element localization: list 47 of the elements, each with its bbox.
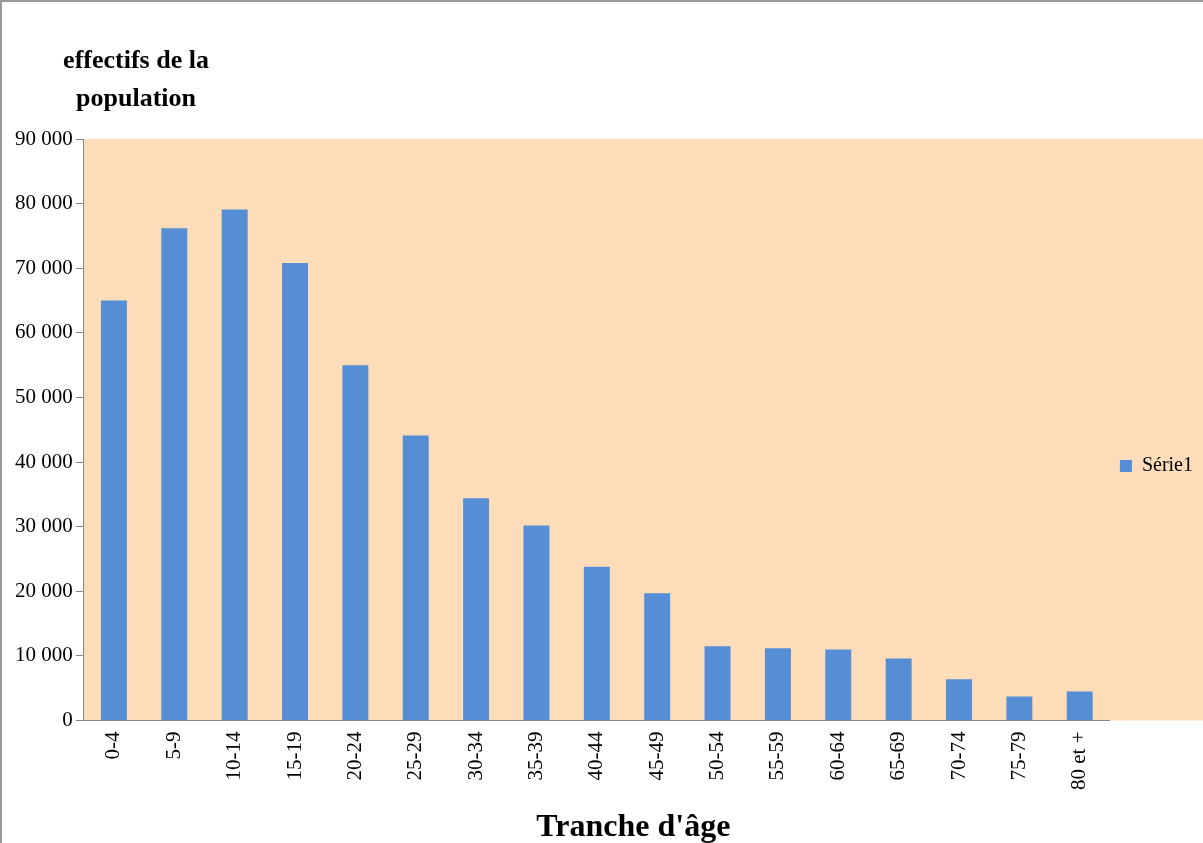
legend-label: Série1 — [1141, 453, 1193, 476]
x-tick-label: 35-39 — [522, 731, 547, 781]
x-tick-label: 50-54 — [704, 731, 729, 781]
bar — [523, 525, 550, 720]
y-tick-label: 60 000 — [15, 319, 73, 344]
x-tick-label: 80 et + — [1066, 731, 1091, 790]
x-tick-label: 45-49 — [643, 731, 668, 781]
x-tick-label: 65-69 — [885, 731, 910, 781]
bar — [282, 263, 308, 720]
x-tick-label: 25-29 — [402, 731, 427, 781]
bar — [221, 209, 248, 720]
x-tick-label: 0-4 — [100, 731, 125, 760]
y-tick-label: 0 — [62, 707, 73, 732]
x-tick-label: 55-59 — [764, 731, 789, 781]
bar — [100, 300, 127, 720]
y-tick-label: 80 000 — [15, 190, 73, 215]
x-tick-label: 5-9 — [160, 731, 185, 760]
bar — [885, 658, 912, 720]
bar — [402, 435, 429, 720]
bar — [825, 649, 852, 720]
bar — [764, 648, 791, 720]
x-tick-label: 10-14 — [221, 731, 246, 781]
y-tick-label: 70 000 — [15, 254, 73, 279]
bar — [161, 228, 188, 720]
bar — [644, 593, 671, 720]
x-tick-label: 75-79 — [1005, 731, 1030, 781]
bar — [583, 566, 610, 720]
y-tick-label: 30 000 — [15, 513, 73, 538]
x-tick-label: 40-44 — [583, 731, 608, 781]
y-tick-label: 40 000 — [15, 448, 73, 473]
y-axis-title: effectifs de la population — [63, 45, 209, 112]
x-tick-label: 15-19 — [281, 731, 306, 781]
bar — [1006, 696, 1033, 720]
x-tick-label: 20-24 — [341, 731, 366, 781]
bar — [946, 679, 972, 720]
bar — [704, 646, 731, 720]
y-tick-label: 20 000 — [15, 577, 73, 602]
x-tick-label: 70-74 — [945, 731, 970, 781]
x-tick-label: 60-64 — [824, 731, 849, 781]
x-tick-label: 30-34 — [462, 731, 487, 781]
bar — [463, 498, 490, 720]
y-tick-label: 10 000 — [15, 642, 73, 667]
x-axis-title: Tranche d'âge — [536, 807, 731, 843]
bar — [342, 365, 369, 720]
y-tick-label: 50 000 — [15, 383, 73, 408]
y-tick-label: 90 000 — [15, 125, 73, 150]
bar — [1066, 691, 1093, 720]
